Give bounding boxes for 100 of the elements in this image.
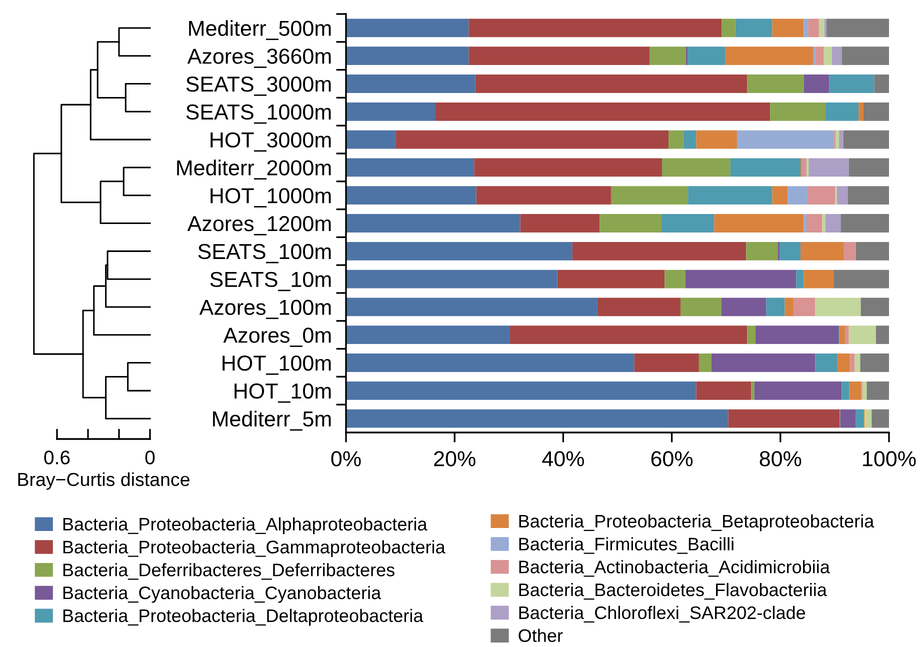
bar — [696, 381, 752, 400]
bar — [772, 18, 804, 38]
bar — [808, 18, 819, 38]
bar — [806, 214, 822, 232]
x-tick-label: 80% — [760, 451, 802, 466]
legend-label: Bacteria_Deferribacteres_Deferribacteres — [63, 563, 394, 580]
bar — [662, 158, 730, 177]
bar — [346, 242, 572, 260]
bar — [610, 186, 688, 205]
x-tick-label: 100% — [863, 451, 916, 466]
bar — [804, 270, 834, 288]
bar — [668, 130, 684, 149]
bar — [346, 214, 520, 232]
bar — [806, 158, 809, 177]
bar — [661, 214, 714, 232]
bar — [848, 326, 876, 344]
bar — [476, 186, 611, 205]
bar — [824, 46, 832, 66]
bar — [346, 46, 469, 66]
bar — [770, 102, 826, 121]
legend-label: Bacteria_Chloroflexi_SAR202-clade — [519, 606, 806, 623]
bar — [804, 74, 830, 93]
bar — [804, 214, 806, 232]
bar — [858, 102, 864, 121]
bar — [747, 74, 804, 93]
bar — [784, 298, 794, 316]
bar — [346, 381, 696, 400]
bar — [800, 242, 844, 260]
bar — [843, 130, 889, 149]
y-tick-label: SEATS_10m — [210, 272, 331, 292]
text: 0.6 — [44, 450, 70, 464]
y-tick-label: SEATS_1000m — [186, 104, 331, 124]
y-tick-label: SEATS_100m — [198, 244, 331, 264]
bar — [468, 18, 722, 38]
bar — [346, 186, 476, 205]
legend-label: Bacteria_Firmicutes_Bacilli — [519, 537, 734, 554]
bar — [474, 158, 662, 177]
bar — [787, 186, 808, 205]
bar — [860, 298, 889, 316]
bar — [780, 242, 800, 260]
bar — [688, 186, 772, 205]
bar — [804, 18, 808, 38]
x-tick-label: 0% — [331, 451, 361, 466]
legend-label: Bacteria_Proteobacteria_Deltaproteobacteria — [63, 608, 424, 626]
bar — [475, 74, 748, 93]
bar — [597, 298, 680, 316]
y-tick-label: Mediterr_5m — [213, 410, 331, 431]
bar — [772, 186, 788, 205]
bar — [600, 214, 662, 232]
bar — [510, 326, 748, 344]
bar — [864, 409, 872, 428]
text: 0 — [145, 450, 155, 464]
bar — [808, 158, 849, 177]
bar — [721, 298, 766, 316]
bar — [766, 298, 785, 316]
bar — [848, 158, 889, 177]
bar — [683, 130, 696, 149]
bar — [825, 214, 841, 232]
bar — [836, 186, 848, 205]
bar — [815, 46, 824, 66]
bar — [822, 214, 826, 232]
bar — [396, 130, 669, 149]
bar — [866, 381, 889, 400]
y-tick-label: Azores_0m — [223, 328, 331, 347]
bar — [736, 130, 834, 149]
bar — [829, 74, 874, 93]
bar — [863, 102, 889, 121]
bar — [728, 409, 840, 428]
bar — [844, 242, 856, 260]
bar — [845, 326, 849, 344]
bar — [849, 381, 862, 400]
bar — [722, 18, 736, 38]
bar — [346, 130, 396, 149]
bar — [832, 46, 842, 66]
bar — [346, 326, 510, 344]
bar — [842, 381, 850, 400]
bar — [346, 298, 598, 316]
bar — [834, 270, 889, 288]
y-tick-label: Azores_100m — [199, 300, 331, 320]
bar — [747, 326, 756, 344]
bar — [818, 18, 824, 38]
bar — [346, 354, 634, 372]
bar — [346, 409, 728, 428]
bar — [725, 46, 813, 66]
bar — [346, 74, 476, 93]
bar — [850, 354, 855, 372]
bar — [685, 270, 796, 288]
bar — [826, 18, 889, 38]
bar — [698, 354, 712, 372]
bar — [839, 326, 846, 344]
bar — [812, 46, 816, 66]
bar — [680, 298, 722, 316]
y-tick-label: Azores_1200m — [187, 216, 331, 236]
text: Bray−Curtis distance — [18, 472, 190, 490]
bar — [664, 270, 686, 288]
bar — [848, 186, 889, 205]
bar — [839, 130, 844, 149]
legend-label: Other — [518, 628, 563, 642]
bar — [346, 158, 474, 177]
bar — [862, 381, 867, 400]
